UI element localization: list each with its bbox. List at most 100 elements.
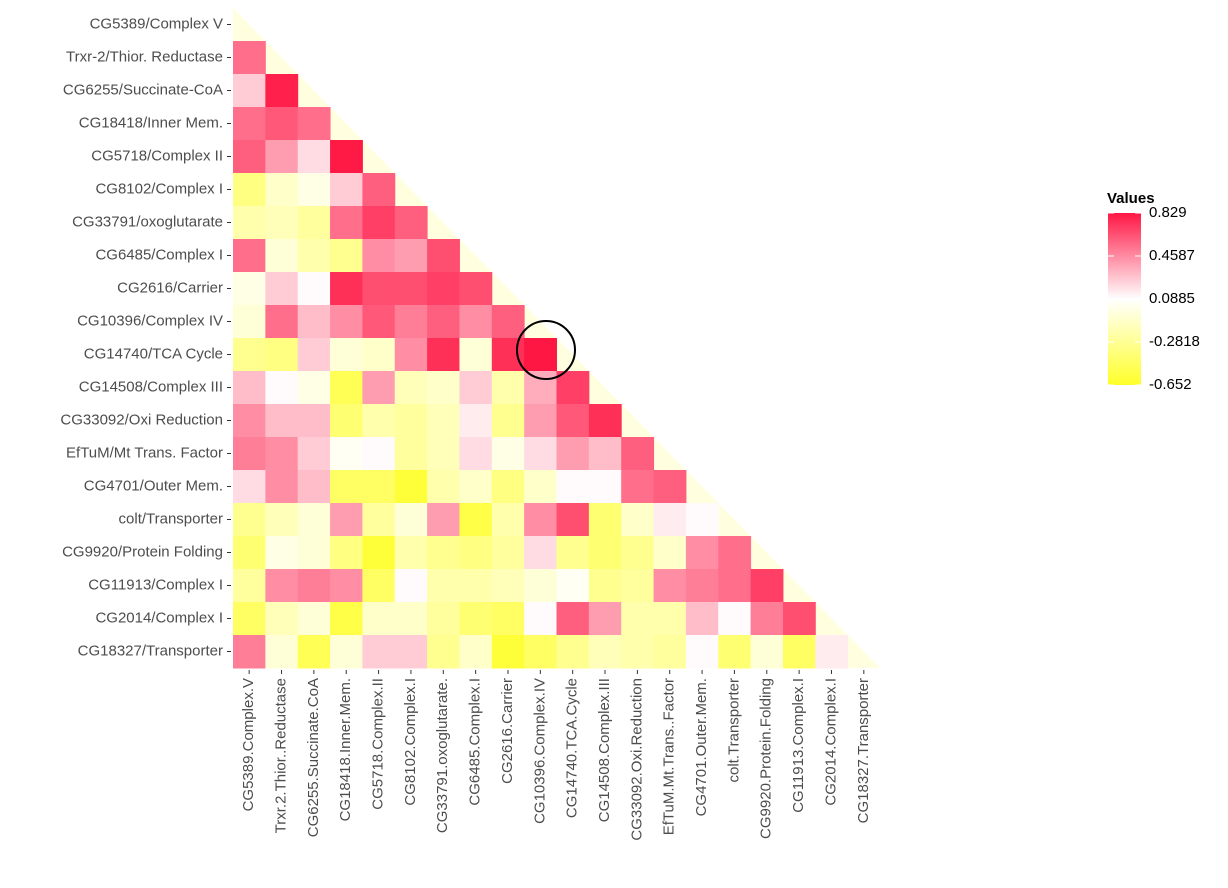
heatmap-cell	[394, 338, 428, 372]
heatmap-cell	[459, 470, 493, 504]
heatmap-cell	[653, 470, 687, 504]
heatmap-cell	[556, 437, 590, 471]
y-tick-label: CG14740/TCA Cycle	[84, 345, 223, 362]
legend-title: Values	[1107, 190, 1155, 207]
heatmap-cell	[427, 371, 460, 405]
highlight-circle	[516, 320, 576, 380]
y-tick-label: CG2616/Carrier	[117, 279, 223, 296]
heatmap-cell	[491, 338, 525, 372]
y-tick-label: CG5718/Complex II	[91, 147, 223, 164]
heatmap-cell	[362, 371, 396, 405]
heatmap-cell	[394, 239, 428, 273]
heatmap-cell	[556, 602, 590, 636]
heatmap-cell	[427, 470, 460, 504]
heatmap-cell	[265, 536, 299, 570]
heatmap-cell	[265, 404, 299, 438]
heatmap-cell	[394, 470, 428, 504]
heatmap-cell	[621, 635, 655, 669]
heatmap-cell	[588, 569, 622, 603]
heatmap-cell	[491, 305, 525, 339]
heatmap-cell	[588, 437, 622, 471]
heatmap-cell	[427, 272, 460, 306]
heatmap-cell	[427, 503, 460, 537]
y-tick-label: CG33092/Oxi Reduction	[60, 411, 223, 428]
heatmap-cell	[233, 470, 266, 504]
heatmap-cell	[233, 635, 266, 669]
heatmap-cell	[265, 602, 299, 636]
x-tick-label: CG33092.Oxi.Reduction	[628, 678, 645, 841]
heatmap-cell	[427, 338, 460, 372]
y-tick-label: CG18327/Transporter	[78, 642, 223, 659]
heatmap-cell	[556, 371, 590, 405]
heatmap-cell	[265, 371, 299, 405]
heatmap-cell	[330, 173, 363, 207]
heatmap-cell	[330, 305, 363, 339]
heatmap-cell	[233, 536, 266, 570]
heatmap-cell	[394, 503, 428, 537]
heatmap-cell	[718, 569, 752, 603]
heatmap-cell	[459, 338, 493, 372]
heatmap-cell	[297, 404, 331, 438]
heatmap-cell	[459, 305, 493, 339]
heatmap-cell	[394, 602, 428, 636]
x-tick-label: CG14740.TCA.Cycle	[564, 678, 581, 818]
heatmap-cell	[297, 107, 331, 141]
heatmap-cell	[556, 503, 590, 537]
heatmap-cell	[491, 470, 525, 504]
heatmap-cell	[491, 602, 525, 636]
y-tick-label: CG5389/Complex V	[90, 15, 223, 32]
heatmap-cell	[491, 503, 525, 537]
heatmap-cell	[394, 305, 428, 339]
y-tick-label: CG8102/Complex I	[95, 180, 223, 197]
heatmap-cell	[782, 602, 816, 636]
heatmap-cell	[394, 404, 428, 438]
x-tick-label: CG9920.Protein.Folding	[758, 678, 775, 839]
x-tick-label: Trxr.2.Thior..Reductase	[272, 678, 289, 833]
heatmap-cell	[233, 173, 266, 207]
x-tick-label: CG5389.Complex.V	[240, 678, 257, 811]
heatmap-cell	[297, 272, 331, 306]
heatmap-cell	[427, 635, 460, 669]
heatmap-cell	[653, 602, 687, 636]
heatmap-cell	[685, 503, 719, 537]
heatmap-cell	[297, 503, 331, 537]
heatmap-cell	[233, 107, 266, 141]
heatmap-cell	[459, 404, 493, 438]
heatmap-cell	[330, 635, 363, 669]
heatmap-cell	[265, 206, 299, 240]
heatmap-cell	[524, 635, 557, 669]
heatmap-cell	[491, 536, 525, 570]
heatmap-cell	[297, 371, 331, 405]
heatmap-cell	[685, 635, 719, 669]
heatmap-cell	[330, 569, 363, 603]
heatmap-cell	[524, 569, 557, 603]
y-tick-label: EfTuM/Mt Trans. Factor	[66, 444, 223, 461]
x-tick-label: CG6485.Complex.I	[467, 678, 484, 806]
heatmap-cell	[297, 239, 331, 273]
x-tick-label: CG6255.Succinate.CoA	[305, 678, 322, 837]
x-tick-label: CG33791.oxoglutarate.	[434, 678, 451, 833]
heatmap-cell	[718, 635, 752, 669]
x-tick-label: CG18418.Inner.Mem.	[337, 678, 354, 821]
y-tick-label: colt/Transporter	[119, 510, 223, 527]
heatmap-cell	[782, 635, 816, 669]
heatmap-cell	[265, 338, 299, 372]
heatmap-cell	[362, 239, 396, 273]
heatmap-cell	[362, 602, 396, 636]
heatmap-cell	[265, 305, 299, 339]
heatmap-cell	[394, 635, 428, 669]
heatmap-cell	[621, 503, 655, 537]
heatmap-cell	[556, 536, 590, 570]
heatmap-cell	[297, 173, 331, 207]
y-tick-label: CG11913/Complex I	[88, 576, 223, 593]
heatmap-cell	[233, 272, 266, 306]
heatmap-cell	[362, 569, 396, 603]
heatmap-cell	[362, 305, 396, 339]
heatmap-cell	[718, 536, 752, 570]
x-tick-label: CG5718.Complex.II	[370, 678, 387, 810]
heatmap-cell	[297, 635, 331, 669]
heatmap-cell	[653, 503, 687, 537]
colorbar-tick-label: -0.652	[1149, 376, 1192, 393]
heatmap-cell	[265, 272, 299, 306]
heatmap-cell	[297, 470, 331, 504]
